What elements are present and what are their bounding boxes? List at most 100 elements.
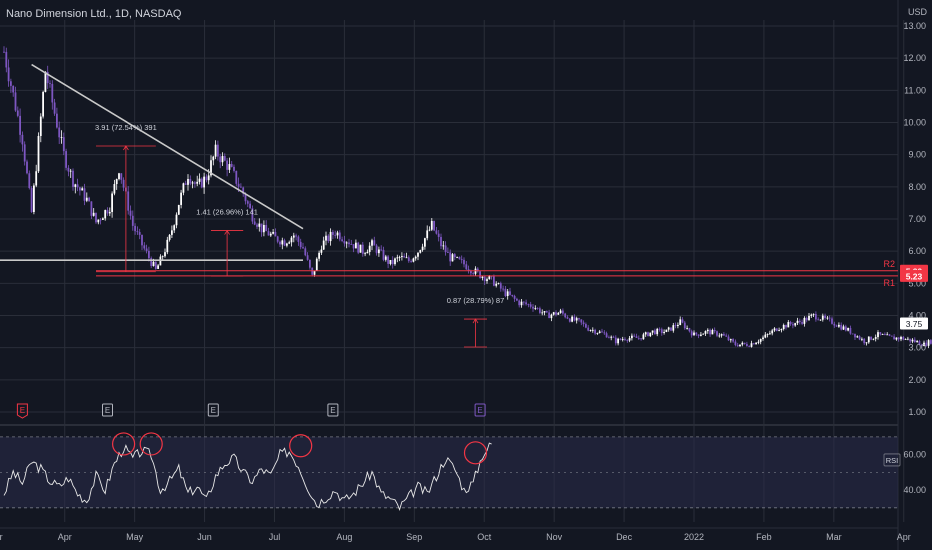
candle-body [723, 334, 725, 336]
candle-body [672, 325, 675, 331]
candle-body [608, 337, 610, 339]
candle-body [718, 335, 721, 337]
candle-body [456, 256, 458, 258]
candle-body [509, 291, 511, 295]
candle-body [237, 183, 240, 187]
candle-body [187, 179, 189, 185]
candle-body [198, 178, 201, 182]
candle-body [95, 212, 97, 223]
candle-body [228, 164, 231, 170]
candle-body [801, 322, 803, 324]
candle-body [246, 201, 249, 204]
candle-body [134, 225, 136, 232]
current-price-badge [900, 317, 928, 330]
time-tick-label: Feb [756, 532, 772, 542]
candle-body [918, 341, 921, 345]
candle-body [605, 333, 608, 338]
candle-body [711, 329, 714, 335]
candle-body [453, 254, 456, 258]
candle-body [748, 346, 751, 347]
price-tick-label: 7.00 [908, 214, 926, 224]
earnings-marker-label: E [105, 406, 110, 415]
candle-body [780, 329, 783, 331]
candle-body [419, 250, 422, 253]
candle-body [403, 256, 406, 258]
candle-body [764, 334, 767, 338]
candle-body [267, 231, 270, 236]
level-price-badge [900, 269, 928, 282]
candle-body [168, 234, 171, 240]
candle-body [217, 144, 219, 157]
candle-body [430, 220, 433, 230]
candle-body [794, 323, 797, 326]
candle-body [739, 344, 741, 347]
candle-body [166, 239, 169, 253]
candle-body [394, 258, 396, 265]
candle-body [23, 144, 26, 162]
candle-body [223, 156, 226, 161]
candle-body [318, 252, 320, 259]
candle-body [359, 244, 362, 253]
candle-body [890, 335, 893, 337]
candle-body [741, 342, 744, 345]
candle-body [596, 332, 599, 334]
candle-body [775, 328, 778, 331]
candle-body [458, 256, 461, 260]
candle-body [617, 338, 619, 344]
candle-body [444, 245, 447, 253]
candle-body [295, 235, 297, 237]
candle-body [401, 256, 403, 258]
candle-body [368, 245, 371, 252]
rsi-highlight-circle [463, 441, 488, 465]
rsi-tick-label: 40.00 [903, 485, 926, 495]
candle-body [621, 339, 624, 341]
candle-body [732, 339, 734, 342]
candle-body [562, 310, 564, 314]
candle-body [407, 257, 410, 262]
candle-body [660, 329, 663, 333]
candle-body [5, 51, 8, 68]
candle-body [571, 316, 573, 322]
candle-body [649, 332, 652, 337]
candle-body [858, 336, 861, 340]
current-price-text: 3.75 [906, 319, 923, 329]
candle-body [619, 338, 622, 340]
candle-body [3, 51, 5, 53]
earnings-marker-icon [207, 403, 219, 417]
candle-body [233, 166, 235, 171]
candle-body [683, 322, 686, 329]
candle-body [534, 308, 537, 309]
candle-body [729, 339, 732, 341]
candle-body [752, 343, 755, 345]
time-tick-label: Aug [336, 532, 352, 542]
candle-body [104, 210, 107, 219]
candle-body [90, 201, 93, 216]
candle-body [633, 335, 636, 337]
candle-body [796, 320, 799, 324]
candle-body [713, 329, 716, 332]
candle-body [180, 192, 182, 205]
candle-body [771, 330, 774, 334]
candle-body [520, 301, 523, 306]
candle-body [851, 333, 854, 335]
candle-body [131, 215, 134, 226]
candle-body [97, 219, 100, 223]
candle-body [665, 329, 668, 332]
earnings-marker-label: E [330, 406, 335, 415]
candle-body [557, 312, 560, 315]
candle-body [612, 336, 615, 338]
candle-body [870, 336, 872, 340]
candle-body [309, 259, 311, 268]
candle-body [867, 336, 870, 343]
candle-body [483, 276, 486, 282]
candle-body [143, 245, 146, 249]
candle-body [847, 328, 849, 331]
candle-body [725, 335, 728, 337]
candle-body [272, 232, 274, 234]
candle-body [479, 271, 481, 278]
candle-body [658, 328, 661, 330]
candle-body [504, 288, 507, 297]
candle-body [315, 258, 318, 271]
candle-body [320, 249, 323, 253]
